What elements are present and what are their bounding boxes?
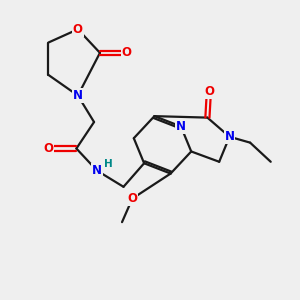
Text: O: O [122,46,131,59]
Text: O: O [127,192,137,205]
Text: O: O [73,23,83,36]
Text: N: N [92,164,102,177]
Text: O: O [44,142,53,155]
Text: O: O [204,85,214,98]
Text: N: N [224,130,235,143]
Text: N: N [92,164,102,177]
Text: N: N [176,120,186,133]
Text: N: N [73,89,83,102]
Text: H: H [104,159,112,169]
